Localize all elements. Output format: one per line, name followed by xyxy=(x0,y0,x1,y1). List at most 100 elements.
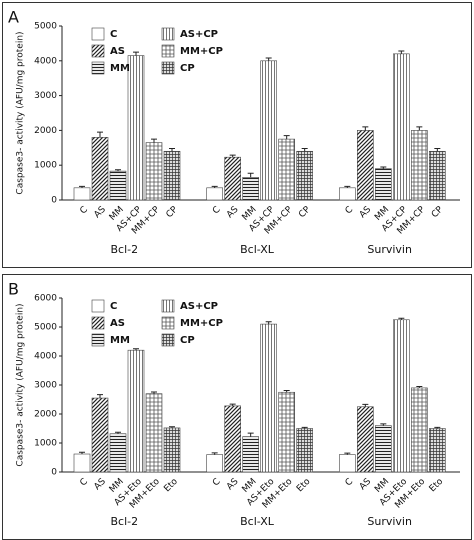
error-bar xyxy=(344,185,351,188)
error-bar xyxy=(97,394,103,399)
bar xyxy=(260,60,277,201)
bar xyxy=(109,170,127,201)
y-tick-label: 5000 xyxy=(34,323,57,333)
bar xyxy=(393,53,410,201)
error-bar xyxy=(301,426,308,429)
error-bar xyxy=(151,138,157,143)
bar-label: CP xyxy=(165,204,181,220)
bar xyxy=(163,427,181,473)
bar xyxy=(375,425,392,473)
bar xyxy=(411,130,428,201)
legend-swatch xyxy=(91,61,105,75)
bar xyxy=(224,405,241,473)
bar xyxy=(163,150,181,201)
bar xyxy=(127,55,145,201)
error-bar xyxy=(229,154,236,158)
error-bar xyxy=(151,391,157,394)
bar-label: AS xyxy=(225,205,241,221)
error-bar xyxy=(265,57,272,61)
error-bar xyxy=(79,451,85,455)
bar xyxy=(375,168,392,201)
bar xyxy=(357,406,374,473)
y-tick-label: 4000 xyxy=(34,352,57,362)
bar-label: AS xyxy=(358,477,374,493)
bar-label: C xyxy=(211,477,223,489)
legend-label: C xyxy=(110,29,117,40)
legend-label: AS xyxy=(110,46,125,57)
bar-label: AS xyxy=(358,205,374,221)
bar-label: Eto xyxy=(428,476,446,494)
legend-swatch xyxy=(91,333,105,347)
legend-label: CP xyxy=(180,63,195,74)
bar-label: AS xyxy=(225,477,241,493)
legend-label: MM+CP xyxy=(180,46,223,57)
y-tick-label: 0 xyxy=(51,196,57,206)
legend-label: MM+CP xyxy=(180,318,223,329)
error-bar xyxy=(283,390,290,393)
bar xyxy=(296,150,313,201)
y-tick-label: 2000 xyxy=(34,126,57,136)
group-label: Survivin xyxy=(367,243,412,256)
bar xyxy=(339,187,356,201)
bar-label: CP xyxy=(297,204,313,220)
y-axis-label: Caspase3- activity (AFU/mg protein) xyxy=(16,31,26,194)
legend-label: AS+CP xyxy=(180,301,218,312)
legend-swatch xyxy=(161,316,175,330)
bar-label: AS xyxy=(92,205,108,221)
legend-label: C xyxy=(110,301,117,312)
legend-swatch xyxy=(161,44,175,58)
legend-swatch xyxy=(161,27,175,41)
error-bar xyxy=(434,426,441,429)
error-bar xyxy=(211,452,218,455)
error-bar xyxy=(265,321,272,325)
error-bar xyxy=(211,185,218,188)
legend-label: MM xyxy=(110,63,130,74)
error-bar xyxy=(398,317,405,320)
bar xyxy=(206,454,223,473)
error-bar xyxy=(247,172,254,178)
y-tick-label: 3000 xyxy=(34,381,57,391)
bar xyxy=(393,319,410,473)
bar-label: AS xyxy=(92,477,108,493)
legend-swatch xyxy=(161,333,175,347)
bar xyxy=(127,349,145,473)
error-bar xyxy=(133,51,139,56)
error-bar xyxy=(79,185,85,188)
y-axis-label: Caspase3- activity (AFU/mg protein) xyxy=(16,303,26,466)
error-bar xyxy=(247,432,254,437)
error-bar xyxy=(301,147,308,152)
error-bar xyxy=(380,166,387,169)
bar-label: C xyxy=(344,205,356,217)
bar-label: C xyxy=(78,477,90,489)
legend-label: AS+CP xyxy=(180,29,218,40)
bar xyxy=(296,428,313,473)
legend-swatch xyxy=(91,44,105,58)
error-bar xyxy=(398,50,405,54)
bar-label: Eto xyxy=(295,476,313,494)
bar xyxy=(224,156,241,201)
legend-swatch xyxy=(161,61,175,75)
error-bar xyxy=(97,131,103,138)
group-label: Survivin xyxy=(367,515,412,528)
bar xyxy=(145,393,163,473)
group-label: Bcl-XL xyxy=(240,243,275,256)
bar xyxy=(242,177,259,201)
error-bar xyxy=(362,403,369,407)
y-tick-label: 2000 xyxy=(34,410,57,420)
group-label: Bcl-2 xyxy=(111,515,139,528)
bar xyxy=(411,387,428,473)
bar xyxy=(357,130,374,201)
y-tick-label: 1000 xyxy=(34,161,57,171)
bar-label: C xyxy=(211,205,223,217)
bar xyxy=(109,433,127,473)
bar xyxy=(91,397,109,473)
bar-label: Eto xyxy=(162,476,180,494)
bar xyxy=(145,142,163,201)
y-tick-label: 6000 xyxy=(34,294,57,304)
y-tick-label: 4000 xyxy=(34,56,57,66)
error-bar xyxy=(362,126,369,131)
error-bar xyxy=(434,147,441,152)
legend-label: MM xyxy=(110,335,130,346)
error-bar xyxy=(416,126,423,131)
